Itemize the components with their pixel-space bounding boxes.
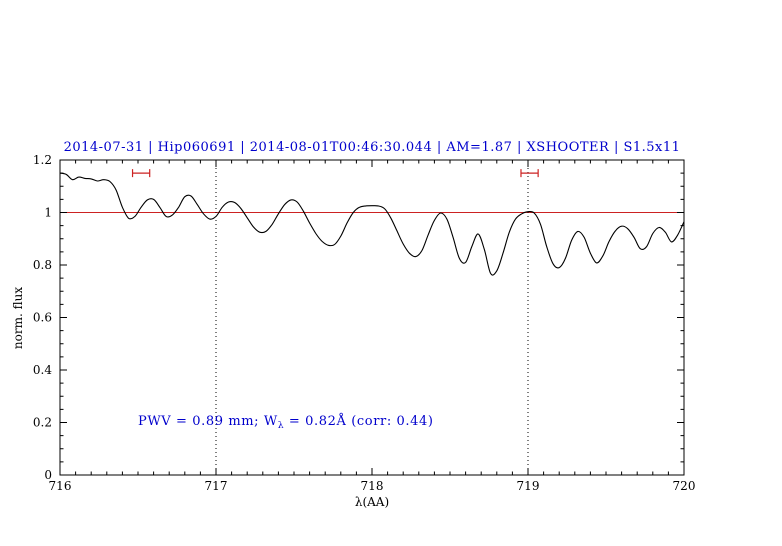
- y-tick-label: 1: [44, 206, 52, 220]
- x-tick-label: 718: [361, 479, 384, 493]
- telluric-range-marker: [520, 169, 539, 178]
- pwv-annotation: PWV = 0.89 mm; Wλ = 0.82Å (corr: 0.44): [138, 413, 434, 431]
- plot-title: 2014-07-31 | Hip060691 | 2014-08-01T00:4…: [64, 140, 681, 155]
- y-tick-label: 0.8: [33, 258, 52, 272]
- x-tick-label: 717: [205, 479, 228, 493]
- telluric-range-marker: [131, 169, 151, 178]
- x-tick-label: 719: [517, 479, 540, 493]
- y-tick-label: 0.6: [33, 311, 52, 325]
- plot-graphics: 716 717 718 719 720 0 0.2 0.4 0.6 0.8 1 1.2: [33, 153, 696, 493]
- y-tick-label: 1.2: [33, 153, 52, 167]
- x-tick-label: 720: [673, 479, 696, 493]
- pwv-annotation-subscript: λ: [278, 421, 284, 431]
- x-tick-label: 716: [49, 479, 72, 493]
- y-tick-label: 0.2: [33, 416, 52, 430]
- y-axis-label: norm. flux: [11, 287, 25, 349]
- pwv-annotation-prefix: PWV = 0.89 mm; W: [138, 414, 278, 429]
- pwv-annotation-suffix: = 0.82Å (corr: 0.44): [284, 413, 433, 429]
- x-axis-label: λ(AA): [355, 495, 389, 509]
- y-tick-label: 0: [44, 468, 52, 482]
- y-tick-label: 0.4: [33, 363, 52, 377]
- spectrum-line: [59, 172, 685, 276]
